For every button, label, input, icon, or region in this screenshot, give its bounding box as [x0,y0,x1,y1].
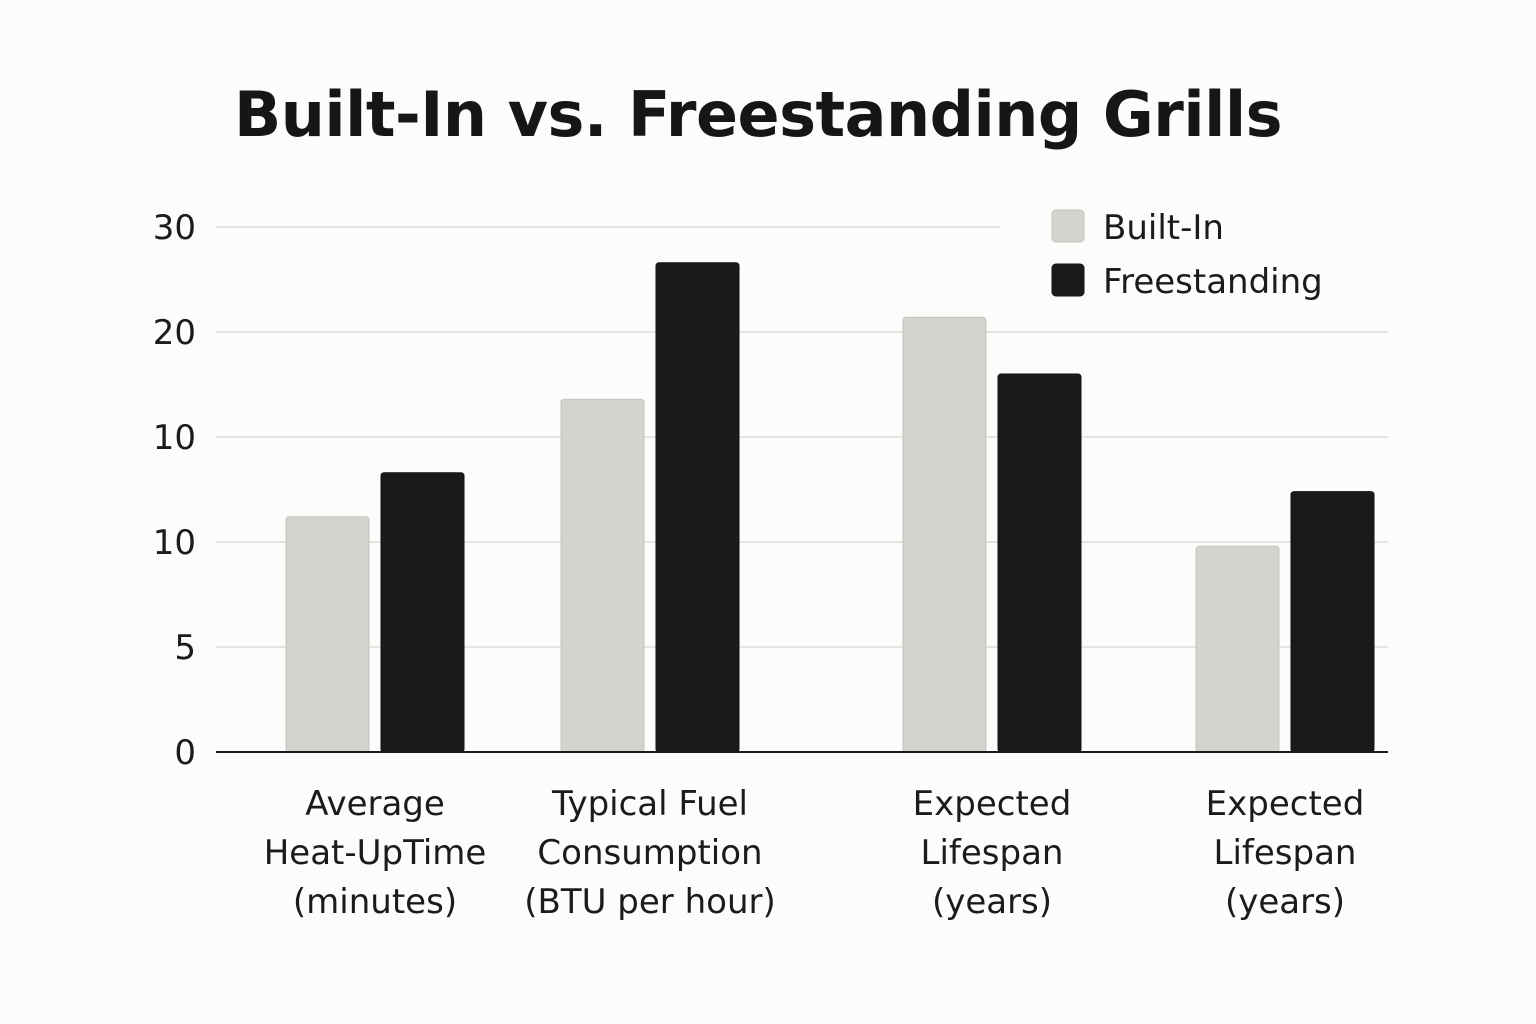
x-category-label: (BTU per hour) [524,882,775,922]
x-category-label: Average [305,784,445,824]
x-category-label: Typical Fuel [551,784,748,824]
bar-built-in [902,316,987,753]
bar-built-in [560,398,645,753]
y-tick-label: 10 [153,523,196,563]
x-category-label: Lifespan [921,833,1064,873]
y-tick-label: 5 [174,628,196,668]
legend-label: Freestanding [1103,262,1323,302]
bar-freestanding [997,373,1082,753]
bar-built-in [285,516,370,753]
x-category-label: (years) [1225,882,1345,922]
y-tick-label: 30 [153,208,196,248]
bar-freestanding [1290,491,1375,753]
x-category-label: Expected [1206,784,1365,824]
bar-built-in [1195,545,1280,753]
x-category-label: (minutes) [293,882,457,922]
bar-freestanding [380,472,465,753]
chart-title: Built-In vs. Freestanding Grills [234,78,1282,151]
legend-swatch-built-in [1051,209,1085,243]
x-category-label: Expected [913,784,1072,824]
y-tick-label: 20 [153,313,196,353]
y-tick-label: 0 [174,733,196,773]
y-tick-label: 10 [153,418,196,458]
x-category-label: Heat-UpTime [264,833,487,873]
legend-swatch-freestanding [1051,263,1085,297]
x-category-label: (years) [932,882,1052,922]
bar-freestanding [655,262,740,753]
x-category-label: Lifespan [1214,833,1357,873]
legend-label: Built-In [1103,208,1224,248]
x-category-label: Consumption [537,833,762,873]
